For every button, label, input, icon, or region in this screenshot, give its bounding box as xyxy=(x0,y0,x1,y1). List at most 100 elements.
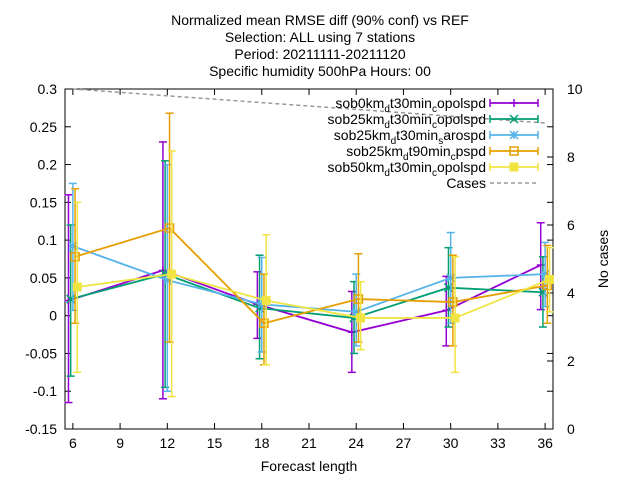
legend-text: t30min xyxy=(390,111,432,127)
legend-text: sob25km xyxy=(334,127,391,143)
point-marker xyxy=(509,162,519,172)
legend-subscript: c xyxy=(432,104,437,115)
legend-subscript: d xyxy=(403,152,409,163)
y2-tick-label: 4 xyxy=(567,285,575,301)
x-tick-label: 18 xyxy=(254,435,270,451)
point-marker xyxy=(356,313,366,323)
y-tick-label: 0 xyxy=(49,308,57,324)
x-tick-label: 33 xyxy=(490,435,506,451)
x-tick-label: 6 xyxy=(69,435,77,451)
series-1 xyxy=(64,141,545,404)
series-2 xyxy=(66,160,548,389)
legend-text: opolspd xyxy=(437,159,486,175)
legend-text: opolspd xyxy=(437,95,486,111)
y2-axis-label: No cases xyxy=(595,230,611,288)
error-bar xyxy=(543,244,552,324)
point-marker xyxy=(448,297,458,307)
legend: sob0kmdt30mincopolspdsob25kmdt30mincopol… xyxy=(328,95,539,191)
axes: -0.15 -0.1 -0.05 0 0.05 0.1 0.15 0.2 0.25 0.3 6 9 12… xyxy=(25,81,583,451)
y-tick-label: -0.15 xyxy=(25,421,57,437)
x-tick-label: 15 xyxy=(207,435,223,451)
x-tick-label: 27 xyxy=(396,435,412,451)
x-tick-label: 12 xyxy=(160,435,176,451)
legend-text: t30min xyxy=(390,95,432,111)
point-marker xyxy=(509,114,519,124)
point-marker xyxy=(261,296,271,306)
data-series xyxy=(64,112,555,404)
legend-text: opolspd xyxy=(437,111,486,127)
point-marker xyxy=(540,269,550,279)
legend-entry-1: sob0kmdt30mincopolspd xyxy=(335,95,539,115)
point-marker xyxy=(351,307,361,317)
legend-subscript: c xyxy=(451,152,456,163)
cases-line xyxy=(72,88,546,124)
point-marker xyxy=(162,275,172,285)
legend-text: t30min xyxy=(396,127,438,143)
legend-subscript: s xyxy=(438,136,443,147)
legend-entry-2: sob25kmdt30mincopolspd xyxy=(328,111,539,131)
x-axis-label: Forecast length xyxy=(261,458,358,474)
x-tick-label: 30 xyxy=(443,435,459,451)
y2-tick-label: 2 xyxy=(567,353,575,369)
point-marker xyxy=(68,241,78,251)
point-marker xyxy=(446,273,456,283)
legend-subscript: d xyxy=(384,168,390,179)
y2-tick-label: 8 xyxy=(567,149,575,165)
point-marker xyxy=(72,282,82,292)
y-tick-label: -0.1 xyxy=(33,383,57,399)
legend-text: sob50km xyxy=(328,159,385,175)
legend-text: t30min xyxy=(390,159,432,175)
legend-subscript: d xyxy=(391,136,397,147)
title-line-1: Normalized mean RMSE diff (90% conf) vs … xyxy=(171,12,469,28)
x-tick-label: 36 xyxy=(537,435,553,451)
legend-label: sob25kmdt30minsarospd xyxy=(334,127,486,147)
legend-entry-5: sob50kmdt30mincopolspd xyxy=(328,159,539,179)
point-marker xyxy=(450,313,460,323)
y2-tick-label: 0 xyxy=(567,421,575,437)
title-line-3: Period: 20211111-20211120 xyxy=(234,46,405,62)
y-tick-label: 0.3 xyxy=(38,81,58,97)
legend-text: pspd xyxy=(456,143,486,159)
x-tick-label: 24 xyxy=(348,435,364,451)
x-tick-label: 9 xyxy=(116,435,124,451)
x-tick-label: 21 xyxy=(301,435,317,451)
cases-series xyxy=(72,88,546,124)
y-tick-label: 0.2 xyxy=(38,157,58,173)
legend-entry-3: sob25kmdt30minsarospd xyxy=(334,127,539,147)
y-tick-label: 0.1 xyxy=(38,232,58,248)
point-marker xyxy=(353,294,364,304)
y-tick-label: 0.15 xyxy=(30,194,57,210)
legend-label: sob50kmdt30mincopolspd xyxy=(328,159,486,179)
point-marker xyxy=(545,274,555,284)
series-line xyxy=(68,264,542,334)
point-marker xyxy=(164,223,175,233)
y2-tick-label: 10 xyxy=(567,81,583,97)
legend-subscript: c xyxy=(432,168,437,179)
y2-tick-label: 6 xyxy=(567,217,575,233)
series-line xyxy=(74,227,548,325)
legend-subscript: c xyxy=(432,120,437,131)
point-marker xyxy=(510,99,518,107)
y-tick-label: 0.05 xyxy=(30,270,57,286)
point-marker xyxy=(167,269,177,279)
title-line-4: Specific humidity 500hPa Hours: 00 xyxy=(209,63,431,79)
title-line-2: Selection: ALL using 7 stations xyxy=(225,29,415,45)
legend-entry-cases: Cases xyxy=(446,175,538,191)
point-marker xyxy=(259,318,269,328)
legend-label: sob25kmdt30mincopolspd xyxy=(328,111,486,131)
chart-title: Normalized mean RMSE diff (90% conf) vs … xyxy=(171,12,469,79)
legend-text: t90min xyxy=(409,143,451,159)
legend-subscript: d xyxy=(384,104,390,115)
legend-label: sob25kmdt90mincpspd xyxy=(346,143,486,163)
legend-text: sob25km xyxy=(346,143,403,159)
legend-label: sob0kmdt30mincopolspd xyxy=(335,95,486,115)
legend-entry-4: sob25kmdt90mincpspd xyxy=(346,143,539,163)
legend-label: Cases xyxy=(446,175,486,191)
y-tick-label: 0.25 xyxy=(30,119,57,135)
point-marker xyxy=(70,251,80,262)
point-marker xyxy=(509,146,519,156)
series-line xyxy=(77,273,550,319)
legend-text: sob25km xyxy=(328,111,385,127)
y-tick-label: -0.05 xyxy=(25,345,57,361)
